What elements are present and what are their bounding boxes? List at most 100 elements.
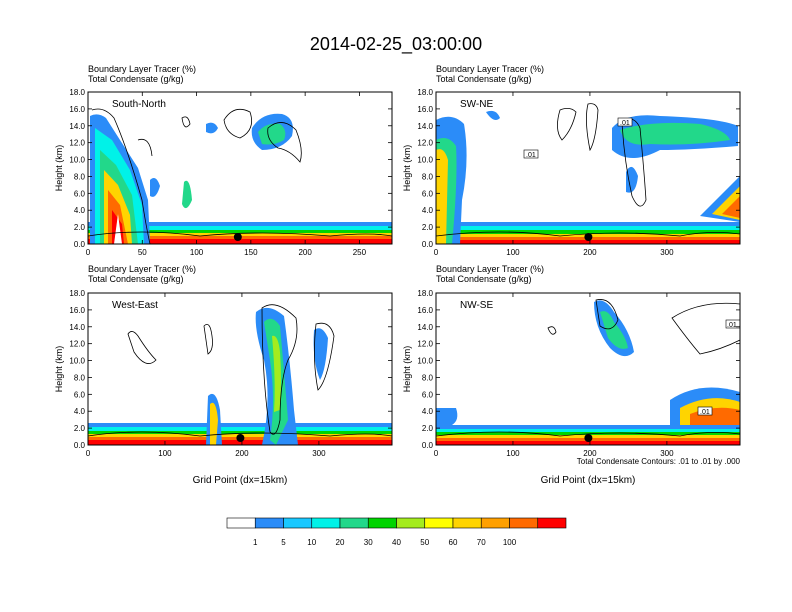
x-tick-label: 300 — [660, 248, 674, 257]
panel-2-field: .01 .01 — [436, 103, 740, 244]
y-tick-label: 2.0 — [74, 424, 86, 433]
x-tick-label: 200 — [298, 248, 312, 257]
x-tick-label: 250 — [353, 248, 367, 257]
y-tick-label: 14.0 — [69, 323, 85, 332]
x-axis-label: Grid Point (dx=15km) — [193, 475, 288, 486]
contour-note: Total Condensate Contours: .01 to .01 by… — [577, 457, 741, 466]
panel-axes: 0.0 2.0 4.0 6.0 8.0 10.0 12.0 14.0 16.0 18.0 0 100 2… — [54, 289, 393, 486]
location-marker — [236, 434, 245, 442]
y-tick-label: 8.0 — [422, 373, 434, 382]
y-tick-label: 4.0 — [74, 407, 86, 416]
panel-axes: 0.0 2.0 4.0 6.0 8.0 10.0 12.0 14.0 16.0 18.0 0 50 10… — [54, 88, 393, 257]
panel-title-condensate: Total Condensate (g/kg) — [436, 74, 532, 84]
y-tick-label: 6.0 — [74, 390, 86, 399]
colorbar-swatch — [367, 517, 397, 529]
panel-title-tracer: Boundary Layer Tracer (%) — [88, 64, 196, 74]
colorbar-swatch — [283, 517, 313, 529]
panel-title-tracer: Boundary Layer Tracer (%) — [88, 264, 196, 274]
y-tick-label: 8.0 — [74, 373, 86, 382]
panel-label: NW-SE — [460, 300, 493, 311]
x-tick-label: 100 — [158, 449, 172, 458]
colorbar: 1 5 10 20 30 40 50 60 70 100 — [226, 517, 567, 547]
y-tick-label: 18.0 — [69, 289, 85, 298]
panel-west-east: Boundary Layer Tracer (%) Total Condensa… — [88, 264, 392, 445]
colorbar-label: 20 — [336, 538, 345, 547]
x-tick-label: 0 — [434, 248, 439, 257]
y-tick-label: 18.0 — [69, 88, 85, 97]
y-tick-label: 6.0 — [74, 189, 86, 198]
colorbar-swatch — [396, 517, 426, 529]
y-tick-label: 14.0 — [417, 122, 433, 131]
y-tick-label: 4.0 — [422, 407, 434, 416]
colorbar-label: 60 — [449, 538, 458, 547]
y-tick-label: 16.0 — [417, 105, 433, 114]
colorbar-label: 40 — [392, 538, 401, 547]
colorbar-label: 50 — [420, 538, 429, 547]
x-tick-label: 100 — [506, 449, 520, 458]
panel-sw-ne: Boundary Layer Tracer (%) Total Condensa… — [436, 64, 740, 244]
colorbar-swatch — [254, 517, 284, 529]
y-tick-label: 16.0 — [69, 306, 85, 315]
colorbar-label: 70 — [477, 538, 486, 547]
panel-3-field — [88, 304, 392, 445]
colorbar-swatch — [509, 517, 539, 529]
location-marker — [584, 233, 593, 241]
y-tick-label: 16.0 — [69, 105, 85, 114]
y-tick-label: 10.0 — [69, 156, 85, 165]
y-tick-label: 12.0 — [417, 340, 433, 349]
colorbar-swatch — [339, 517, 369, 529]
y-tick-label: 0.0 — [422, 441, 434, 450]
contour-label: .01 — [620, 120, 630, 127]
x-tick-label: 100 — [506, 248, 520, 257]
panel-label: South-North — [112, 99, 166, 110]
x-tick-label: 0 — [434, 449, 439, 458]
x-axis-label: Grid Point (dx=15km) — [541, 475, 636, 486]
x-tick-label: 200 — [235, 449, 249, 458]
panel-label: SW-NE — [460, 99, 493, 110]
x-tick-label: 150 — [244, 248, 258, 257]
contour-label: .01 — [727, 322, 737, 329]
plot-frame — [87, 292, 393, 446]
x-tick-label: 50 — [138, 248, 147, 257]
y-tick-label: 8.0 — [422, 172, 434, 181]
y-axis-label: Height (km) — [402, 145, 412, 192]
y-tick-label: 14.0 — [69, 122, 85, 131]
panel-1-field — [88, 108, 392, 244]
y-tick-label: 0.0 — [74, 240, 86, 249]
y-tick-label: 0.0 — [74, 441, 86, 450]
y-tick-label: 10.0 — [417, 357, 433, 366]
y-axis-label: Height (km) — [402, 346, 412, 393]
panel-title-condensate: Total Condensate (g/kg) — [88, 274, 184, 284]
colorbar-swatch — [480, 517, 510, 529]
y-tick-label: 12.0 — [69, 139, 85, 148]
colorbar-label: 5 — [281, 538, 286, 547]
x-tick-label: 300 — [312, 449, 326, 458]
y-tick-label: 12.0 — [417, 139, 433, 148]
panel-title-tracer: Boundary Layer Tracer (%) — [436, 64, 544, 74]
panel-4-field: .01 .01 — [436, 299, 740, 445]
plot-frame — [87, 91, 393, 245]
colorbar-label: 100 — [503, 538, 517, 547]
y-tick-label: 6.0 — [422, 390, 434, 399]
x-tick-label: 200 — [583, 248, 597, 257]
panel-title-condensate: Total Condensate (g/kg) — [88, 74, 184, 84]
x-tick-label: 100 — [190, 248, 204, 257]
y-tick-label: 2.0 — [74, 223, 86, 232]
x-tick-label: 0 — [86, 248, 91, 257]
location-marker — [584, 434, 593, 442]
colorbar-swatch — [311, 517, 341, 529]
panel-axes: 0.0 2.0 4.0 6.0 8.0 10.0 12.0 14.0 16.0 18.0 0 100 2… — [402, 88, 741, 257]
y-tick-label: 6.0 — [422, 189, 434, 198]
axes-layer: 0.0 2.0 4.0 6.0 8.0 10.0 12.0 14.0 16.0 18.0 0 50 10… — [54, 88, 741, 486]
colorbar-swatch — [537, 517, 567, 529]
y-tick-label: 4.0 — [74, 206, 86, 215]
colorbar-swatch — [226, 517, 256, 529]
y-tick-label: 10.0 — [69, 357, 85, 366]
contour-label: .01 — [526, 152, 536, 159]
y-axis-label: Height (km) — [54, 346, 64, 393]
panel-title-tracer: Boundary Layer Tracer (%) — [436, 264, 544, 274]
y-tick-label: 12.0 — [69, 340, 85, 349]
colorbar-swatch — [424, 517, 454, 529]
x-tick-label: 300 — [660, 449, 674, 458]
